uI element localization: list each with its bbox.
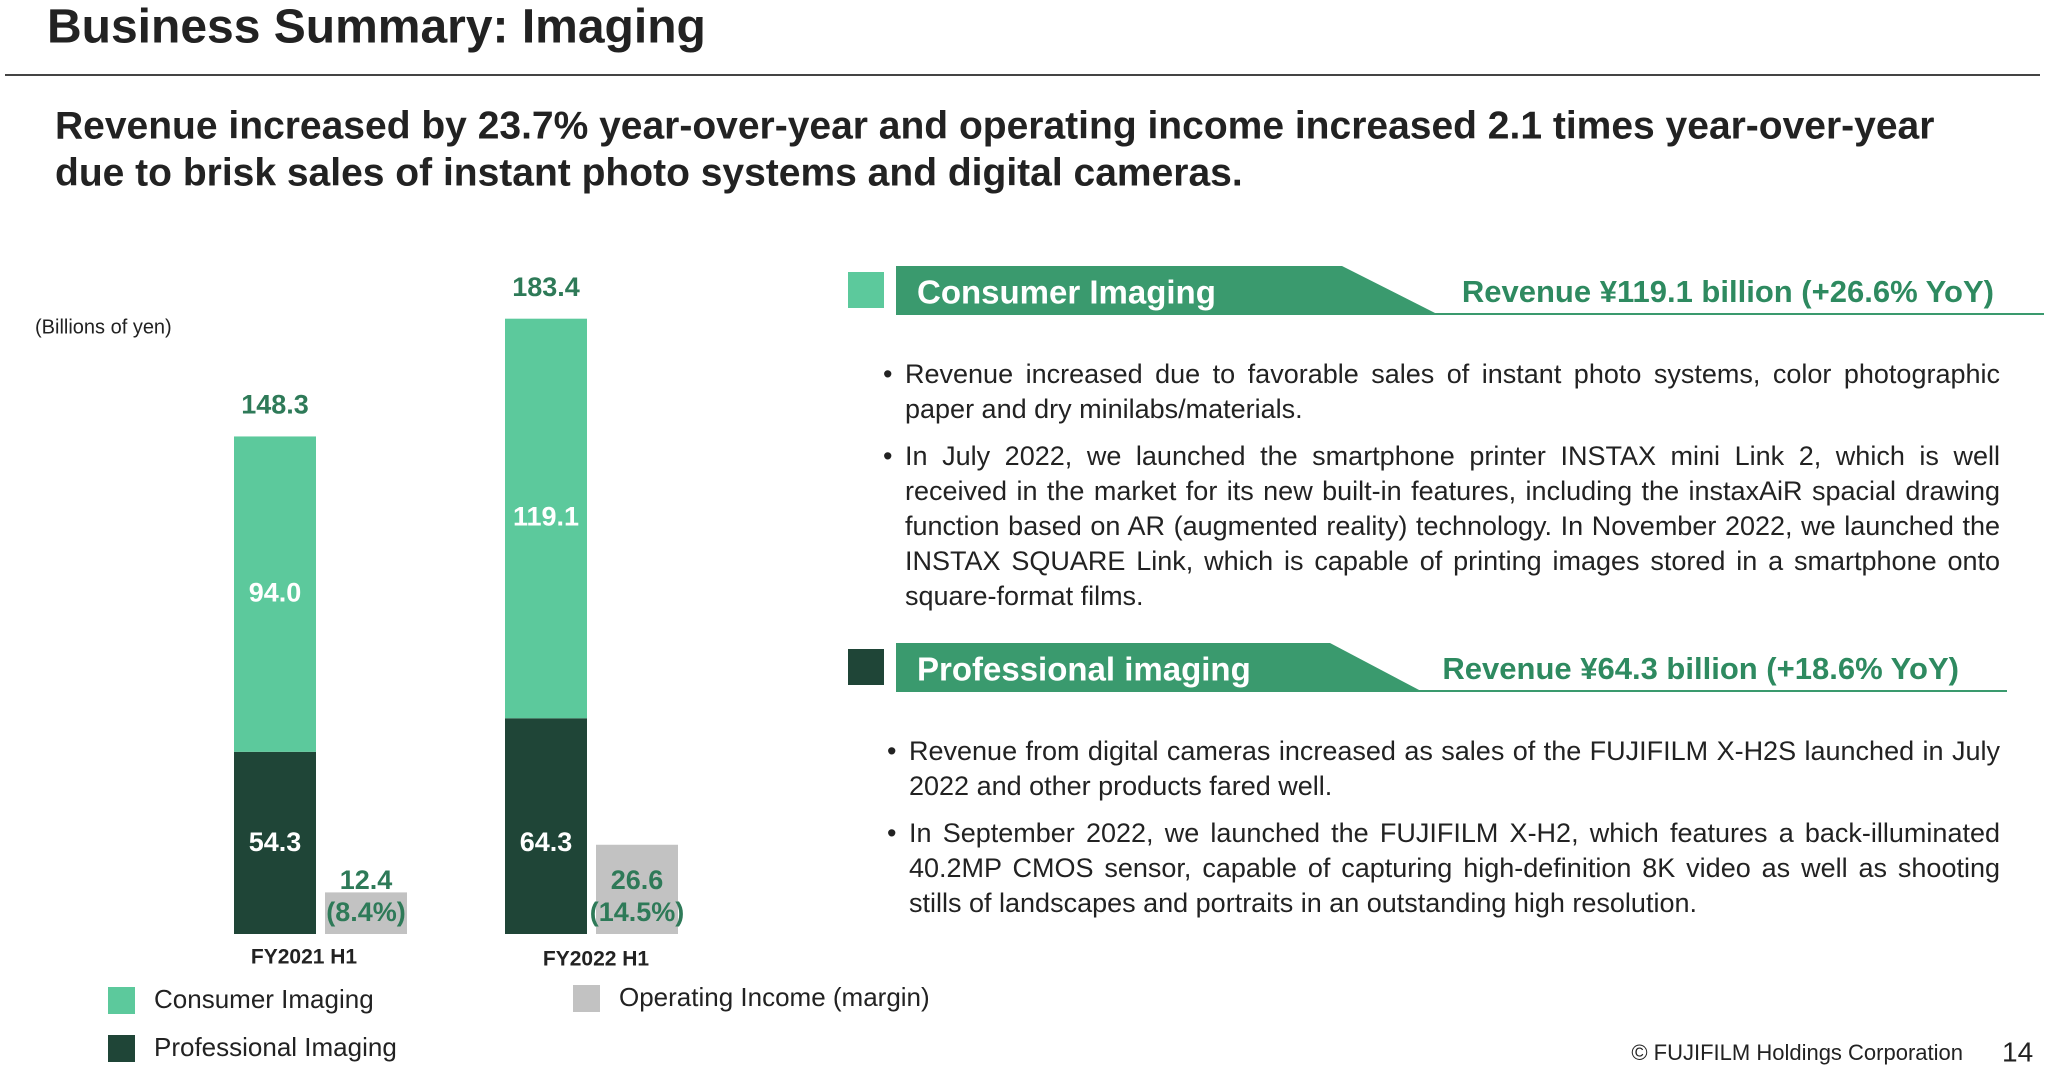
section-swatch [848, 649, 884, 685]
section-banner [896, 266, 1437, 314]
data-label: 64.3 [520, 827, 573, 857]
page-number: 14 [2002, 1036, 2033, 1067]
margin-label: (14.5%) [590, 897, 685, 927]
bullet: In July 2022, we launched the smartphone… [883, 439, 2000, 614]
section-swatch [848, 272, 884, 308]
slide-title: Business Summary: Imaging [47, 1, 706, 54]
section-revenue: Revenue ¥119.1 billion (+26.6% YoY) [1462, 274, 1994, 309]
bullet: Revenue from digital cameras increased a… [887, 734, 2000, 804]
total-label: 183.4 [512, 272, 580, 302]
bar-segment [505, 318, 587, 719]
legend-label: Operating Income (margin) [619, 982, 930, 1012]
bar-segment [505, 718, 587, 934]
x-tick-label: FY2021 H1 [251, 946, 358, 969]
data-label: 26.6 [611, 865, 664, 895]
total-label: 148.3 [241, 390, 309, 420]
section-banner [896, 643, 1421, 691]
bullet: Revenue increased due to favorable sales… [883, 357, 2000, 427]
bullet-list: Revenue increased due to favorable sales… [883, 357, 2000, 626]
bar [325, 892, 407, 934]
y-axis-label: (Billions of yen) [35, 316, 172, 338]
section-revenue: Revenue ¥64.3 billion (+18.6% YoY) [1442, 651, 1959, 686]
data-label: 119.1 [513, 502, 579, 532]
bar-segment [234, 751, 316, 934]
bullet-list: Revenue from digital cameras increased a… [887, 734, 2000, 933]
bar-segment [234, 436, 316, 752]
bullet: In September 2022, we launched the FUJIF… [887, 816, 2000, 921]
legend-swatch [108, 987, 135, 1014]
headline: Revenue increased by 23.7% year-over-yea… [55, 104, 1934, 147]
section-title: Consumer Imaging [917, 274, 1216, 311]
legend-swatch [108, 1035, 135, 1062]
legend-swatch [573, 985, 600, 1012]
data-label: 12.4 [340, 865, 393, 895]
legend-label: Consumer Imaging [154, 984, 374, 1014]
headline: due to brisk sales of instant photo syst… [55, 151, 1243, 194]
data-label: 54.3 [249, 827, 302, 857]
copyright: © FUJIFILM Holdings Corporation [1631, 1040, 1963, 1065]
bar [596, 844, 678, 934]
data-label: 94.0 [249, 577, 302, 607]
x-tick-label: FY2022 H1 [543, 948, 650, 971]
legend-label: Professional Imaging [154, 1032, 397, 1062]
margin-label: (8.4%) [326, 897, 406, 927]
section-title: Professional imaging [917, 651, 1251, 688]
